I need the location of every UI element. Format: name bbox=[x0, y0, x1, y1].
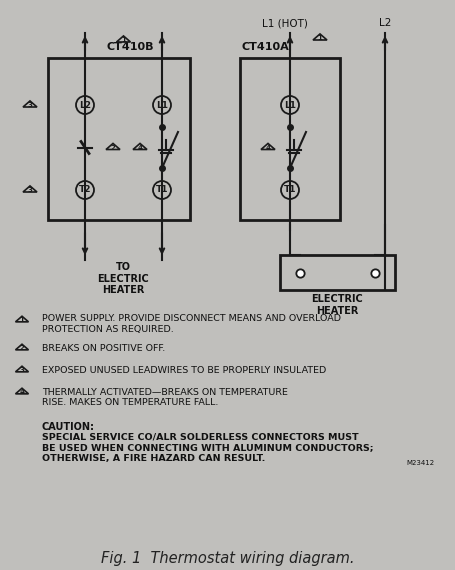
Text: ELECTRIC
HEATER: ELECTRIC HEATER bbox=[311, 294, 363, 316]
Text: L1 (HOT): L1 (HOT) bbox=[262, 18, 307, 28]
Text: 2: 2 bbox=[20, 345, 24, 351]
Text: 4: 4 bbox=[20, 389, 25, 395]
Text: 1: 1 bbox=[317, 35, 322, 41]
Text: L2: L2 bbox=[79, 100, 91, 109]
Text: T1: T1 bbox=[156, 185, 168, 194]
Text: EXPOSED UNUSED LEADWIRES TO BE PROPERLY INSULATED: EXPOSED UNUSED LEADWIRES TO BE PROPERLY … bbox=[42, 366, 325, 375]
Text: T1: T1 bbox=[283, 185, 296, 194]
Text: 1: 1 bbox=[20, 317, 25, 323]
Text: L2: L2 bbox=[378, 18, 390, 28]
Text: CT410A: CT410A bbox=[242, 42, 289, 52]
Text: TO
ELECTRIC
HEATER: TO ELECTRIC HEATER bbox=[97, 262, 149, 295]
Text: SPECIAL SERVICE CO/ALR SOLDERLESS CONNECTORS MUST
BE USED WHEN CONNECTING WITH A: SPECIAL SERVICE CO/ALR SOLDERLESS CONNEC… bbox=[42, 433, 373, 463]
Text: T2: T2 bbox=[79, 185, 91, 194]
Text: BREAKS ON POSITIVE OFF.: BREAKS ON POSITIVE OFF. bbox=[42, 344, 165, 353]
Text: L1: L1 bbox=[156, 100, 167, 109]
Bar bbox=[48, 58, 190, 220]
Text: Fig. 1  Thermostat wiring diagram.: Fig. 1 Thermostat wiring diagram. bbox=[101, 551, 354, 565]
Text: 4: 4 bbox=[265, 145, 270, 151]
Text: CAUTION:: CAUTION: bbox=[42, 422, 95, 432]
Text: 3: 3 bbox=[27, 188, 32, 193]
Text: THERMALLY ACTIVATED—BREAKS ON TEMPERATURE: THERMALLY ACTIVATED—BREAKS ON TEMPERATUR… bbox=[42, 388, 287, 397]
Text: L1: L1 bbox=[283, 100, 295, 109]
Bar bbox=[239, 58, 339, 220]
Text: POWER SUPPLY. PROVIDE DISCONNECT MEANS AND OVERLOAD: POWER SUPPLY. PROVIDE DISCONNECT MEANS A… bbox=[42, 314, 340, 323]
Text: M23412: M23412 bbox=[406, 460, 434, 466]
Text: 3: 3 bbox=[27, 102, 32, 108]
Text: 1: 1 bbox=[121, 37, 126, 43]
Text: RISE. MAKES ON TEMPERATURE FALL.: RISE. MAKES ON TEMPERATURE FALL. bbox=[42, 398, 218, 407]
Text: 2: 2 bbox=[111, 145, 115, 151]
Bar bbox=[279, 255, 394, 290]
Text: PROTECTION AS REQUIRED.: PROTECTION AS REQUIRED. bbox=[42, 325, 173, 334]
Text: 4: 4 bbox=[137, 145, 142, 151]
Text: 3: 3 bbox=[20, 367, 25, 373]
Text: CT410B: CT410B bbox=[106, 42, 153, 52]
